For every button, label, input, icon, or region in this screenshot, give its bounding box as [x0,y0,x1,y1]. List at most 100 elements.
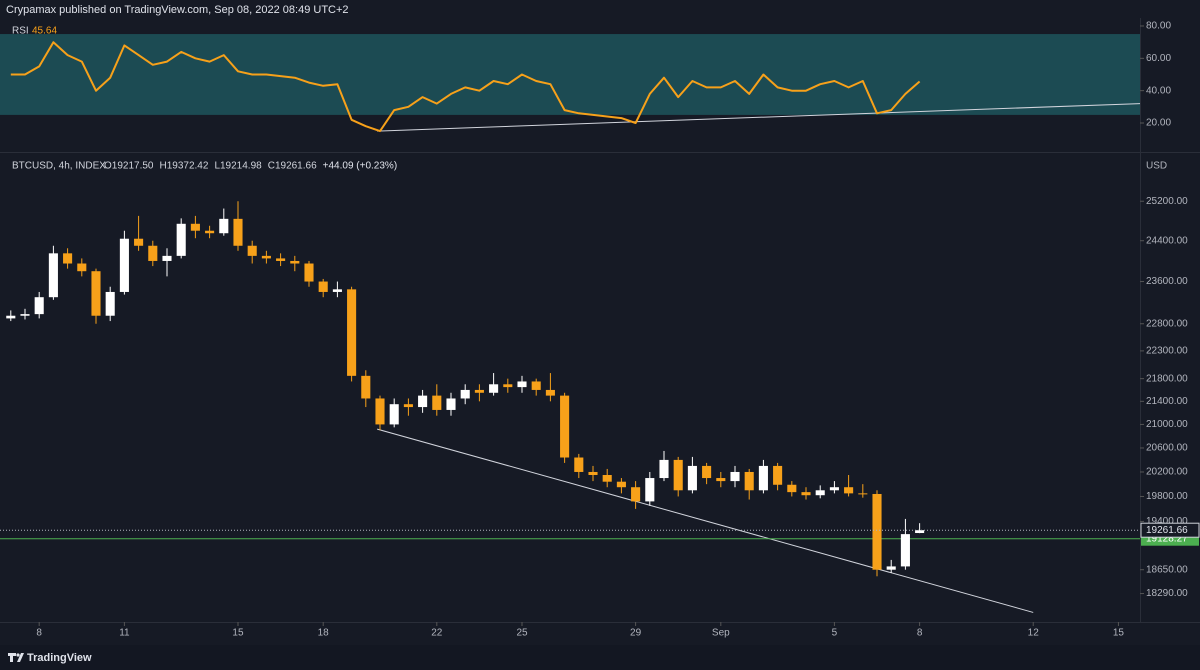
x-tick-label: 29 [630,628,642,639]
candle [489,373,499,396]
candle-body [588,471,598,476]
candle-body [403,404,413,408]
candle-body [801,492,811,496]
candle-body [6,315,16,319]
candle [886,559,896,573]
candle-body [744,471,754,491]
y-tick-label: 25200.00 [1146,196,1188,207]
y-tick-label: 22800.00 [1146,318,1188,329]
y-tick-label: 24400.00 [1146,235,1188,246]
candle [403,398,413,416]
candle [20,308,30,320]
y-tick-label: 18650.00 [1146,564,1188,575]
unit-label: USD [1146,161,1167,172]
x-tick-label: 25 [516,628,528,639]
x-tick-label: 15 [1113,628,1125,639]
candle [716,471,726,488]
candle [702,462,712,485]
candle [900,518,910,570]
candle [190,215,200,239]
candle [48,245,58,300]
candle-body [503,384,513,388]
y-tick-label: 80.00 [1146,21,1171,32]
candle [531,378,541,396]
candle [545,373,555,402]
candle-body [758,465,768,491]
candle-body [261,255,271,259]
candle [91,268,101,324]
symbol-title: BTCUSD, 4h, INDEX [12,161,106,172]
candle [148,240,158,267]
x-tick-label: 8 [36,628,42,639]
candle-body [616,481,626,488]
ohlc-label: O19217.50 [104,161,154,172]
y-tick-label: 21000.00 [1146,419,1188,430]
y-tick-label: 19400.00 [1146,516,1188,527]
candle-body [134,238,144,246]
candle-body [446,398,456,410]
candle-body [645,478,655,502]
candle-body [63,253,73,264]
candle-body [574,457,584,472]
candle [233,201,243,251]
candle [119,230,129,295]
ohlc-label: C19261.66 [268,161,317,172]
candle [801,487,811,500]
x-tick-label: 15 [232,628,244,639]
candle-body [318,281,328,292]
candle [631,481,641,509]
candle [290,255,300,272]
y-tick-label: 21400.00 [1146,396,1188,407]
candle [474,384,484,402]
last-price-label: 19261.66 [1146,525,1188,536]
hline-label: 19128.27 [1146,533,1188,544]
trend-line [377,103,1141,132]
candle [361,370,371,408]
candle [77,258,87,277]
candle [176,218,186,259]
candle [389,398,399,428]
candle [460,384,470,405]
candle-body [716,478,726,482]
candle-body [48,253,58,298]
candle-body [34,297,44,315]
candle-body [517,381,527,388]
candle [205,225,215,239]
candle-body [233,218,243,246]
candle-body [148,245,158,261]
candle [332,281,342,298]
candle [347,286,357,382]
candle-body [489,384,499,393]
candle [432,384,442,416]
footer [0,645,1200,670]
y-tick-label: 20.00 [1146,118,1171,129]
candle [673,456,683,497]
candle [261,250,271,264]
candle-body [545,389,555,396]
candle-body [872,493,882,570]
candle [318,278,328,298]
candle-body [20,314,30,316]
candle-body [631,487,641,502]
rsi-line [10,41,921,133]
candle [872,490,882,577]
y-tick-label: 20600.00 [1146,443,1188,454]
candle [730,465,740,488]
candle-body [247,245,257,256]
x-tick-label: 12 [1028,628,1040,639]
x-tick-label: 8 [917,628,923,639]
candle [247,240,257,264]
candle [588,465,598,482]
candle [105,286,115,322]
candle [915,523,925,534]
y-tick-label: 19800.00 [1146,491,1188,502]
ohlc-label: H19372.42 [160,161,209,172]
candle [446,392,456,416]
ohlc-label: +44.09 (+0.23%) [323,161,398,172]
y-tick-label: 20200.00 [1146,467,1188,478]
candle-body [886,566,896,570]
candle-body [205,230,215,234]
candle [6,310,16,322]
candle [758,459,768,494]
candle-body [844,487,854,494]
